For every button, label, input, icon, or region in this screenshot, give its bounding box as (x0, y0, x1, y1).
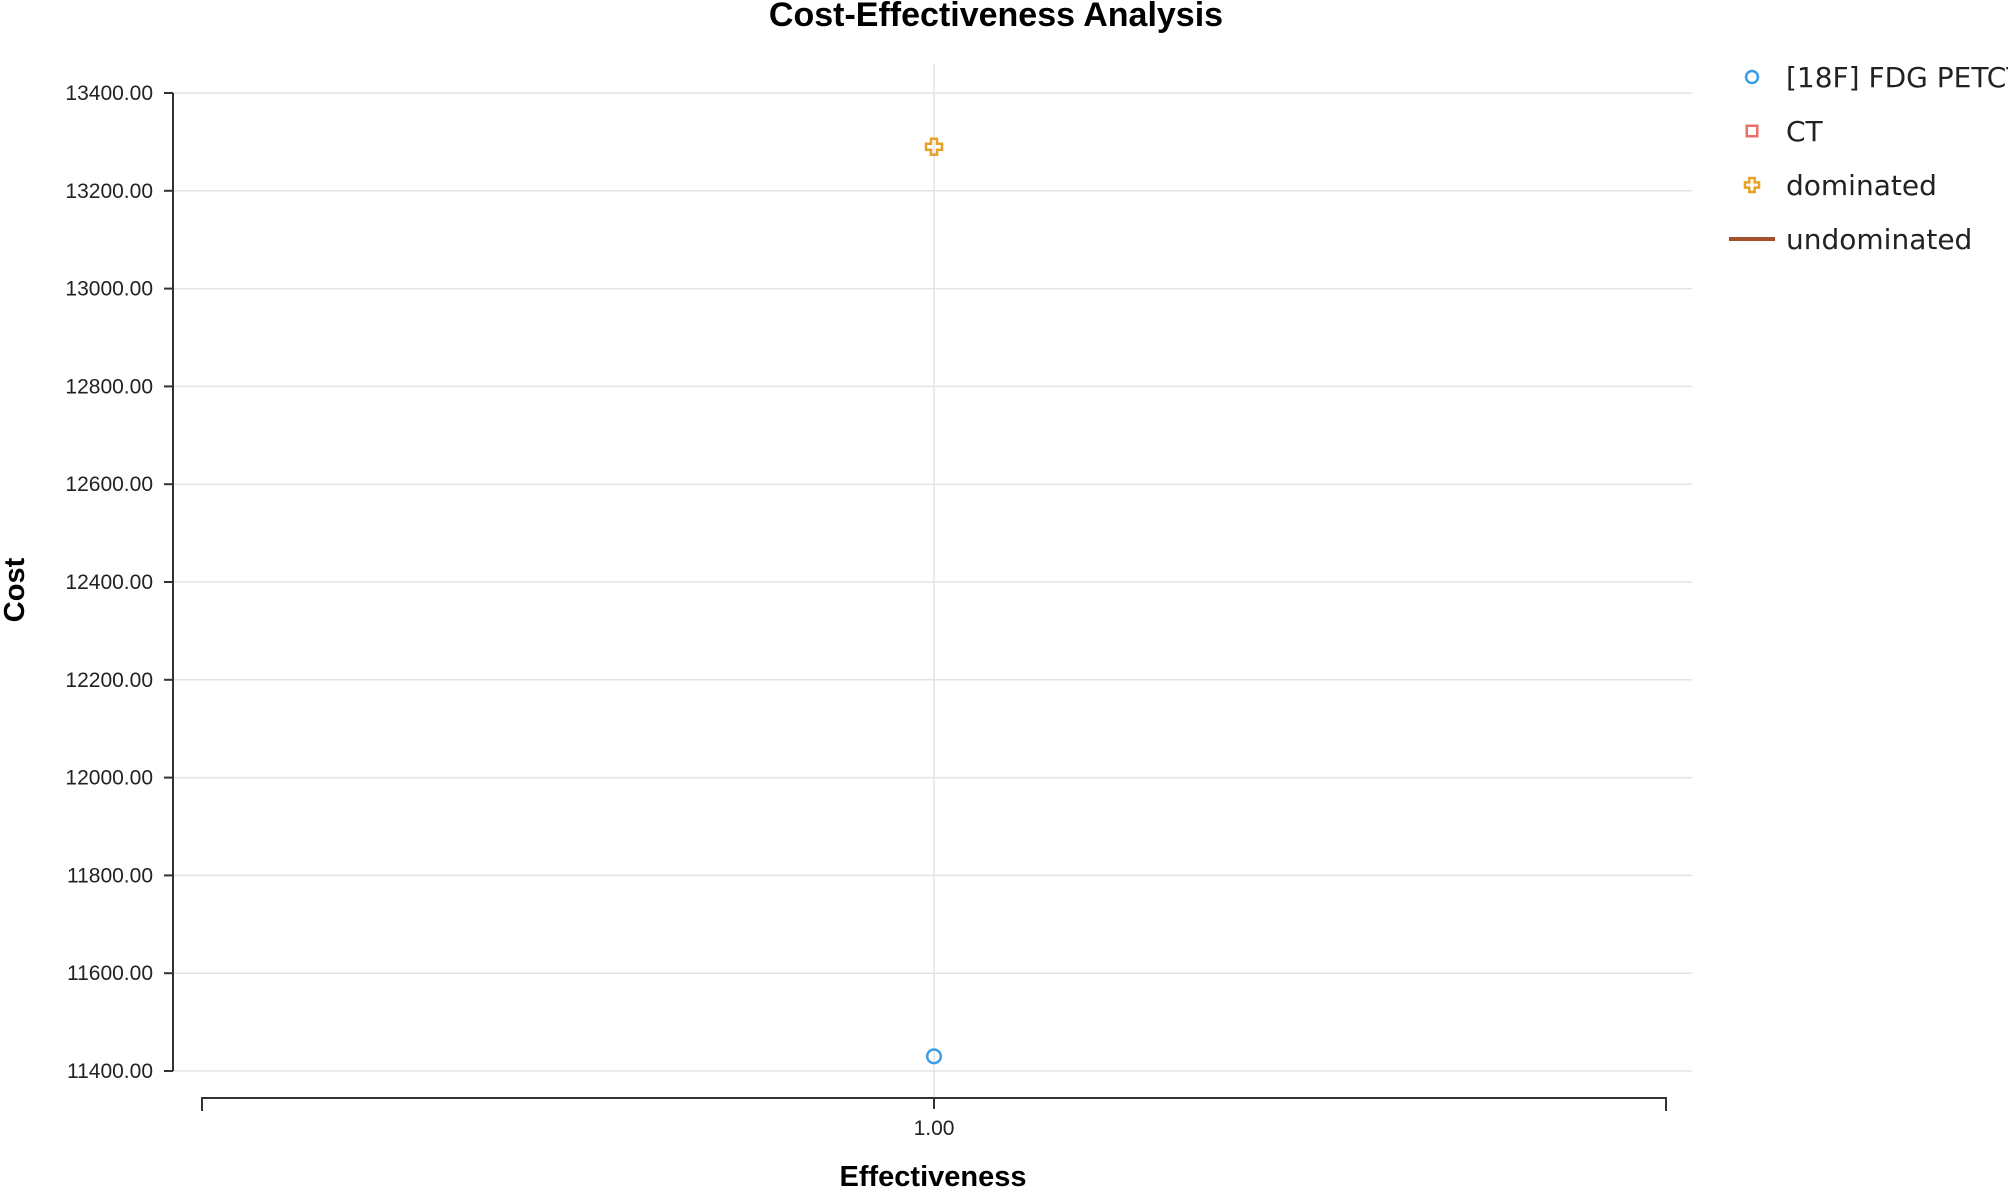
y-tick-label: 11400.00 (67, 1060, 153, 1083)
chart-title: Cost-Effectiveness Analysis (769, 0, 1223, 34)
y-axis-ticks: 11400.00 11600.00 11800.00 12000.00 12200.00… (65, 82, 173, 1083)
y-axis-title: Cost (0, 557, 31, 622)
y-tick-label: 11600.00 (67, 962, 153, 985)
y-tick-label: 12600.00 (65, 473, 153, 496)
y-tick-label: 12000.00 (65, 767, 153, 790)
y-tick-label: 12200.00 (65, 669, 153, 692)
data-point-plus (924, 137, 944, 157)
legend-label: [18F] FDG PETCT (1786, 61, 2008, 94)
grid-lines-y (173, 92, 1692, 1072)
data-points (924, 137, 944, 1065)
legend-label: CT (1786, 115, 1824, 148)
x-tick-label: 1.00 (914, 1117, 955, 1140)
y-tick-label: 11800.00 (67, 864, 153, 887)
legend-label: undominated (1786, 223, 1972, 256)
y-tick-label: 13200.00 (65, 180, 153, 203)
legend-marker (1744, 69, 1760, 85)
legend-marker (1745, 124, 1759, 138)
data-point-circle (925, 1048, 943, 1065)
legend-marker (1743, 176, 1761, 194)
y-tick-label: 12800.00 (65, 375, 153, 398)
y-tick-label: 12400.00 (65, 571, 153, 594)
y-tick-label: 13400.00 (65, 82, 153, 105)
legend-label: dominated (1786, 169, 1937, 202)
y-tick-label: 13000.00 (65, 278, 153, 301)
x-axis: 1.00 (201, 1097, 1667, 1140)
x-axis-title: Effectiveness (840, 1161, 1027, 1188)
legend: [18F] FDG PETCT CT dominated undominated (1729, 61, 2008, 256)
